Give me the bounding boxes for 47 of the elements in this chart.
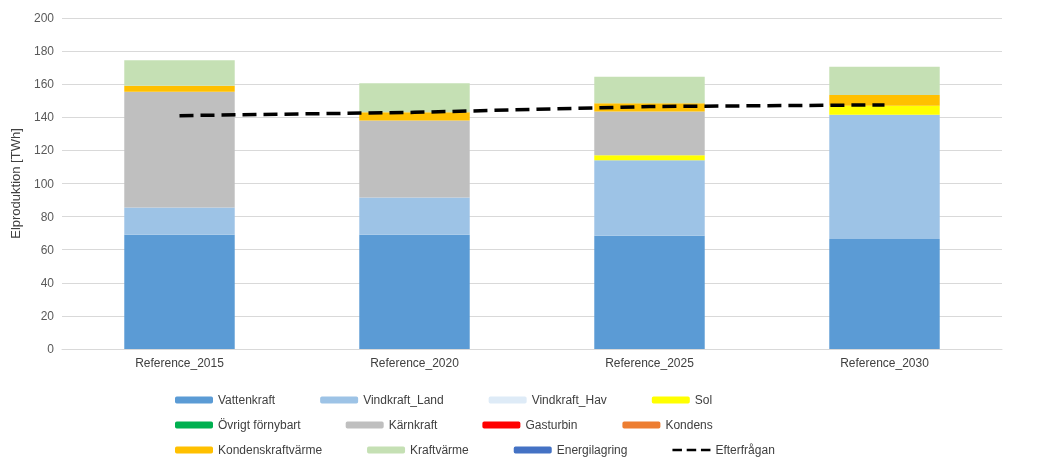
- bar: [124, 234, 235, 349]
- bar: [594, 235, 705, 349]
- y-tick-label: 80: [40, 209, 55, 224]
- bar: [594, 111, 705, 156]
- bar: [594, 155, 705, 161]
- y-tick-label: 60: [40, 242, 55, 257]
- y-axis-title: Elproduktion [TWh]: [8, 128, 23, 239]
- bar: [359, 197, 470, 235]
- bar: [124, 91, 235, 208]
- legend-label: Kraftvärme: [410, 443, 470, 457]
- y-tick-label: 100: [33, 176, 55, 191]
- legend-label: Övrigt förnybart: [218, 418, 302, 432]
- x-tick-label: Reference_2030: [840, 356, 930, 370]
- legend-label: Vindkraft_Land: [363, 393, 444, 407]
- y-tick-label: 160: [33, 77, 55, 92]
- legend-label: Kondenskraftvärme: [218, 443, 323, 457]
- bar: [124, 85, 235, 92]
- bar: [829, 105, 940, 115]
- x-tick-label: Reference_2015: [135, 356, 225, 370]
- legend-label: Efterfrågan: [715, 443, 775, 457]
- y-tick-label: 120: [33, 143, 55, 158]
- x-tick-label: Reference_2020: [370, 356, 460, 370]
- line-series: [177, 103, 887, 118]
- bar: [124, 207, 235, 235]
- legend-label: Gasturbin: [525, 418, 578, 432]
- y-tick-label: 200: [33, 11, 55, 25]
- legend-label: Sol: [694, 393, 713, 407]
- legend-label: Kondens: [665, 418, 713, 432]
- bar: [829, 66, 940, 95]
- y-tick-label: 140: [33, 110, 55, 125]
- legend-label: Kärnkraft: [388, 418, 439, 432]
- y-tick-label: 40: [40, 275, 55, 290]
- bar: [359, 83, 470, 113]
- legend-label: Energilagring: [556, 443, 628, 457]
- x-tick-label: Reference_2025: [605, 356, 695, 370]
- bar: [124, 60, 235, 86]
- y-tick-label: 180: [33, 44, 55, 59]
- bar: [594, 160, 705, 236]
- y-tick-label: 20: [40, 308, 55, 323]
- bar: [829, 238, 940, 349]
- bar: [829, 114, 940, 239]
- y-tick-label: 0: [47, 342, 55, 356]
- legend-label: Vattenkraft: [218, 393, 276, 407]
- legend-label: Vindkraft_Hav: [531, 393, 607, 407]
- bar: [359, 120, 470, 198]
- bar: [359, 234, 470, 349]
- bar: [594, 76, 705, 104]
